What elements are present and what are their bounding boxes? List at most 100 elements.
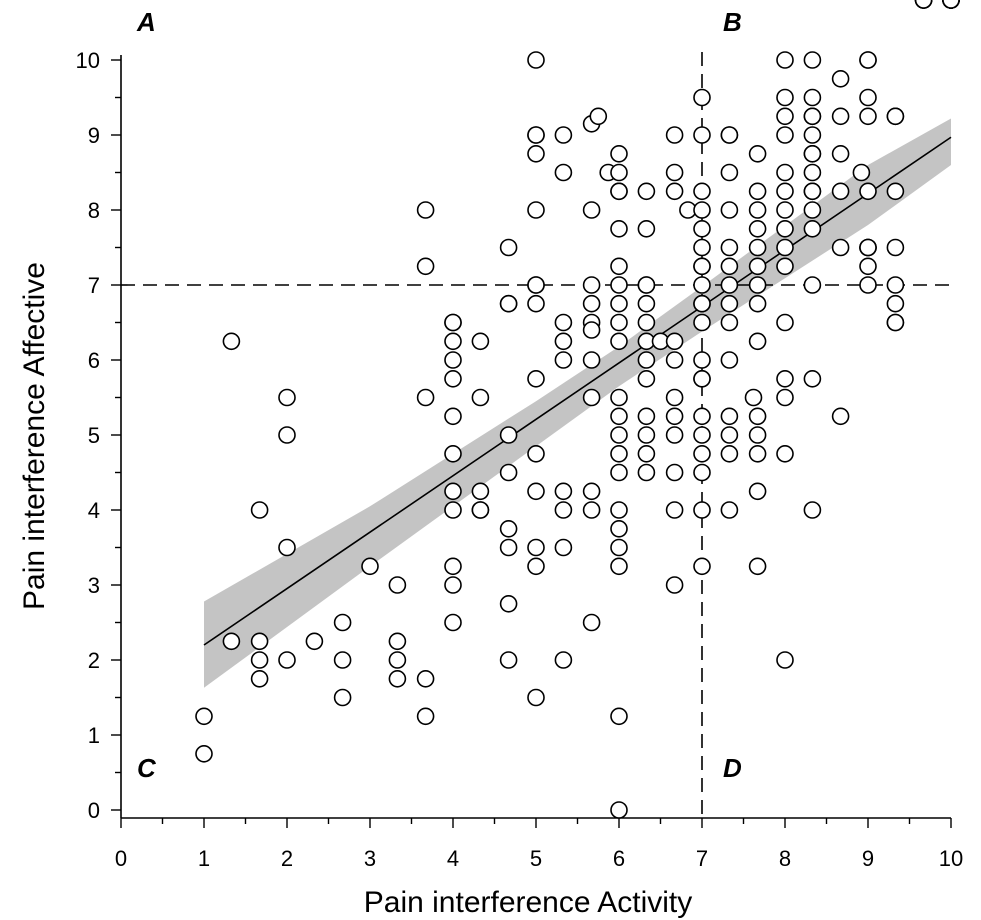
data-point (637, 351, 656, 369)
data-point (665, 351, 684, 369)
data-point (803, 126, 822, 144)
data-point (388, 632, 407, 651)
data-point (720, 501, 739, 519)
data-point (693, 201, 711, 219)
data-point (886, 276, 905, 294)
data-point (554, 501, 573, 519)
data-point (720, 126, 739, 144)
y-tick-label: 5 (88, 423, 100, 448)
data-point (803, 201, 822, 219)
data-point (720, 238, 739, 257)
data-point (222, 632, 241, 651)
data-point (748, 201, 767, 219)
data-point (831, 70, 850, 88)
data-point (471, 332, 490, 351)
data-point (665, 407, 684, 426)
data-point (554, 482, 573, 501)
data-point (720, 351, 739, 369)
data-point (582, 351, 601, 369)
data-point (527, 294, 545, 313)
data-point (278, 538, 296, 557)
data-point (859, 182, 877, 201)
data-point (831, 407, 850, 426)
y-tick-label: 7 (88, 273, 100, 298)
y-tick-label: 0 (88, 798, 100, 823)
data-point (693, 220, 711, 238)
data-point (582, 201, 601, 219)
data-point (748, 332, 767, 351)
data-point (637, 426, 656, 444)
data-point (444, 407, 462, 426)
data-point (471, 388, 490, 407)
data-point (527, 688, 545, 707)
data-point (278, 426, 296, 444)
data-point (527, 276, 545, 294)
x-tick-label: 2 (281, 846, 293, 871)
data-point (250, 651, 269, 669)
data-points-layer (195, 0, 960, 819)
data-point (886, 182, 905, 201)
data-point (693, 444, 711, 463)
data-point (720, 163, 739, 182)
data-point (589, 107, 608, 126)
data-point (886, 238, 905, 257)
data-point (582, 276, 601, 294)
data-point (720, 426, 739, 444)
data-point (776, 126, 794, 144)
data-point (610, 163, 628, 182)
y-tick-label: 2 (88, 648, 100, 673)
data-point (665, 182, 684, 201)
x-tick-label: 3 (364, 846, 376, 871)
data-point (416, 707, 435, 726)
data-point (776, 313, 794, 332)
data-point (720, 294, 739, 313)
data-point (637, 369, 656, 388)
data-point (499, 594, 518, 613)
data-point (693, 426, 711, 444)
quadrant-label-d: D (723, 753, 742, 783)
data-point (582, 501, 601, 519)
data-point (859, 276, 877, 294)
data-point (416, 388, 435, 407)
data-point (637, 220, 656, 238)
y-tick-label: 3 (88, 573, 100, 598)
data-point (665, 388, 684, 407)
data-point (776, 201, 794, 219)
data-point (527, 482, 545, 501)
data-point (333, 651, 352, 669)
data-point (554, 313, 573, 332)
x-tick-label: 0 (115, 846, 127, 871)
data-point (748, 557, 767, 576)
regression-line-layer (203, 136, 952, 646)
data-point (776, 51, 794, 69)
data-point (748, 182, 767, 201)
confidence-band (204, 118, 951, 688)
y-tick-label: 4 (88, 498, 100, 523)
data-point (416, 201, 435, 219)
data-point (250, 669, 269, 688)
data-point (665, 576, 684, 594)
data-point (748, 407, 767, 426)
data-point (388, 669, 407, 688)
data-point (859, 51, 877, 69)
data-point (693, 351, 711, 369)
data-point (852, 163, 871, 182)
data-point (693, 407, 711, 426)
data-point (222, 332, 241, 351)
data-point (748, 257, 767, 276)
data-point (582, 613, 601, 632)
data-point (693, 463, 711, 482)
data-point (471, 482, 490, 501)
data-point (554, 163, 573, 182)
data-point (444, 369, 462, 388)
data-point (803, 107, 822, 126)
data-point (610, 463, 628, 482)
data-point (416, 257, 435, 276)
data-point (776, 107, 794, 126)
data-point (942, 0, 960, 9)
data-point (776, 220, 794, 238)
data-point (610, 294, 628, 313)
data-point (637, 407, 656, 426)
data-point (250, 632, 269, 651)
data-point (554, 538, 573, 557)
